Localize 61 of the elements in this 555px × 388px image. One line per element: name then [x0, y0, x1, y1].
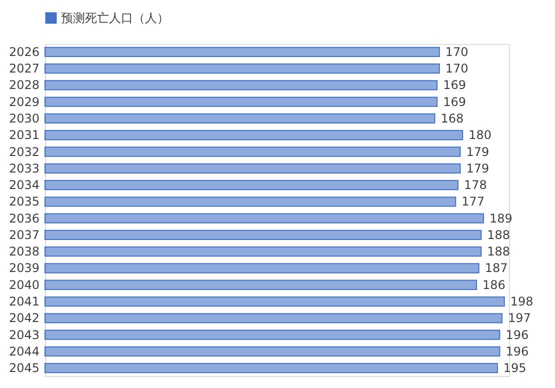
bar — [44, 230, 482, 240]
bar — [44, 263, 480, 274]
data-label: 187 — [484, 261, 508, 276]
y-tick-label: 2026 — [8, 44, 40, 59]
bar — [44, 363, 498, 374]
legend-label: 预测死亡人口（人） — [61, 11, 169, 25]
bar — [44, 330, 500, 340]
y-tick-label: 2039 — [8, 261, 40, 276]
bar — [44, 346, 500, 357]
bar — [44, 246, 482, 257]
data-label: 168 — [440, 111, 464, 126]
y-tick-label: 2041 — [8, 294, 40, 309]
y-tick-label: 2031 — [8, 128, 40, 142]
bar — [44, 96, 438, 107]
bar — [44, 146, 461, 157]
data-label: 189 — [489, 211, 512, 226]
data-label: 188 — [487, 244, 510, 259]
data-label: 178 — [464, 178, 487, 192]
bar — [44, 196, 456, 207]
data-label: 196 — [506, 328, 529, 342]
y-tick-label: 2043 — [8, 328, 40, 342]
data-label: 195 — [503, 361, 526, 376]
y-tick-label: 2033 — [8, 161, 40, 176]
bar — [44, 280, 478, 290]
y-tick-label: 2032 — [8, 144, 40, 159]
bar — [44, 313, 503, 324]
bar — [44, 213, 484, 224]
y-tick-label: 2028 — [8, 78, 40, 92]
data-label: 180 — [468, 128, 492, 142]
bar — [44, 130, 464, 140]
bar — [44, 180, 458, 190]
y-tick-label: 2029 — [8, 94, 40, 109]
y-tick-label: 2045 — [8, 361, 40, 376]
y-tick-label: 2036 — [8, 211, 40, 226]
bar — [44, 63, 440, 74]
data-label: 169 — [443, 94, 466, 109]
data-label: 197 — [508, 311, 531, 326]
y-tick-label: 2044 — [8, 344, 40, 358]
data-label: 188 — [487, 228, 510, 242]
data-label: 198 — [510, 294, 534, 309]
data-label: 196 — [506, 344, 529, 358]
y-tick-label: 2037 — [8, 228, 40, 242]
data-label: 177 — [462, 194, 485, 209]
y-tick-label: 2027 — [8, 62, 40, 76]
bar — [44, 80, 438, 90]
data-label: 169 — [443, 78, 466, 92]
y-tick-label: 2030 — [8, 111, 40, 126]
y-tick-label: 2035 — [8, 194, 40, 209]
y-tick-label: 2040 — [8, 278, 40, 292]
y-tick-label: 2042 — [8, 311, 40, 326]
data-label: 186 — [482, 278, 506, 292]
bar — [44, 296, 505, 307]
bar — [44, 46, 440, 57]
y-tick-label: 2038 — [8, 244, 40, 259]
data-label: 179 — [466, 161, 490, 176]
bar — [44, 113, 436, 124]
y-tick-label: 2034 — [8, 178, 40, 192]
data-label: 170 — [445, 44, 468, 59]
bar — [44, 163, 461, 174]
data-label: 170 — [445, 62, 468, 76]
data-label: 179 — [466, 144, 490, 159]
